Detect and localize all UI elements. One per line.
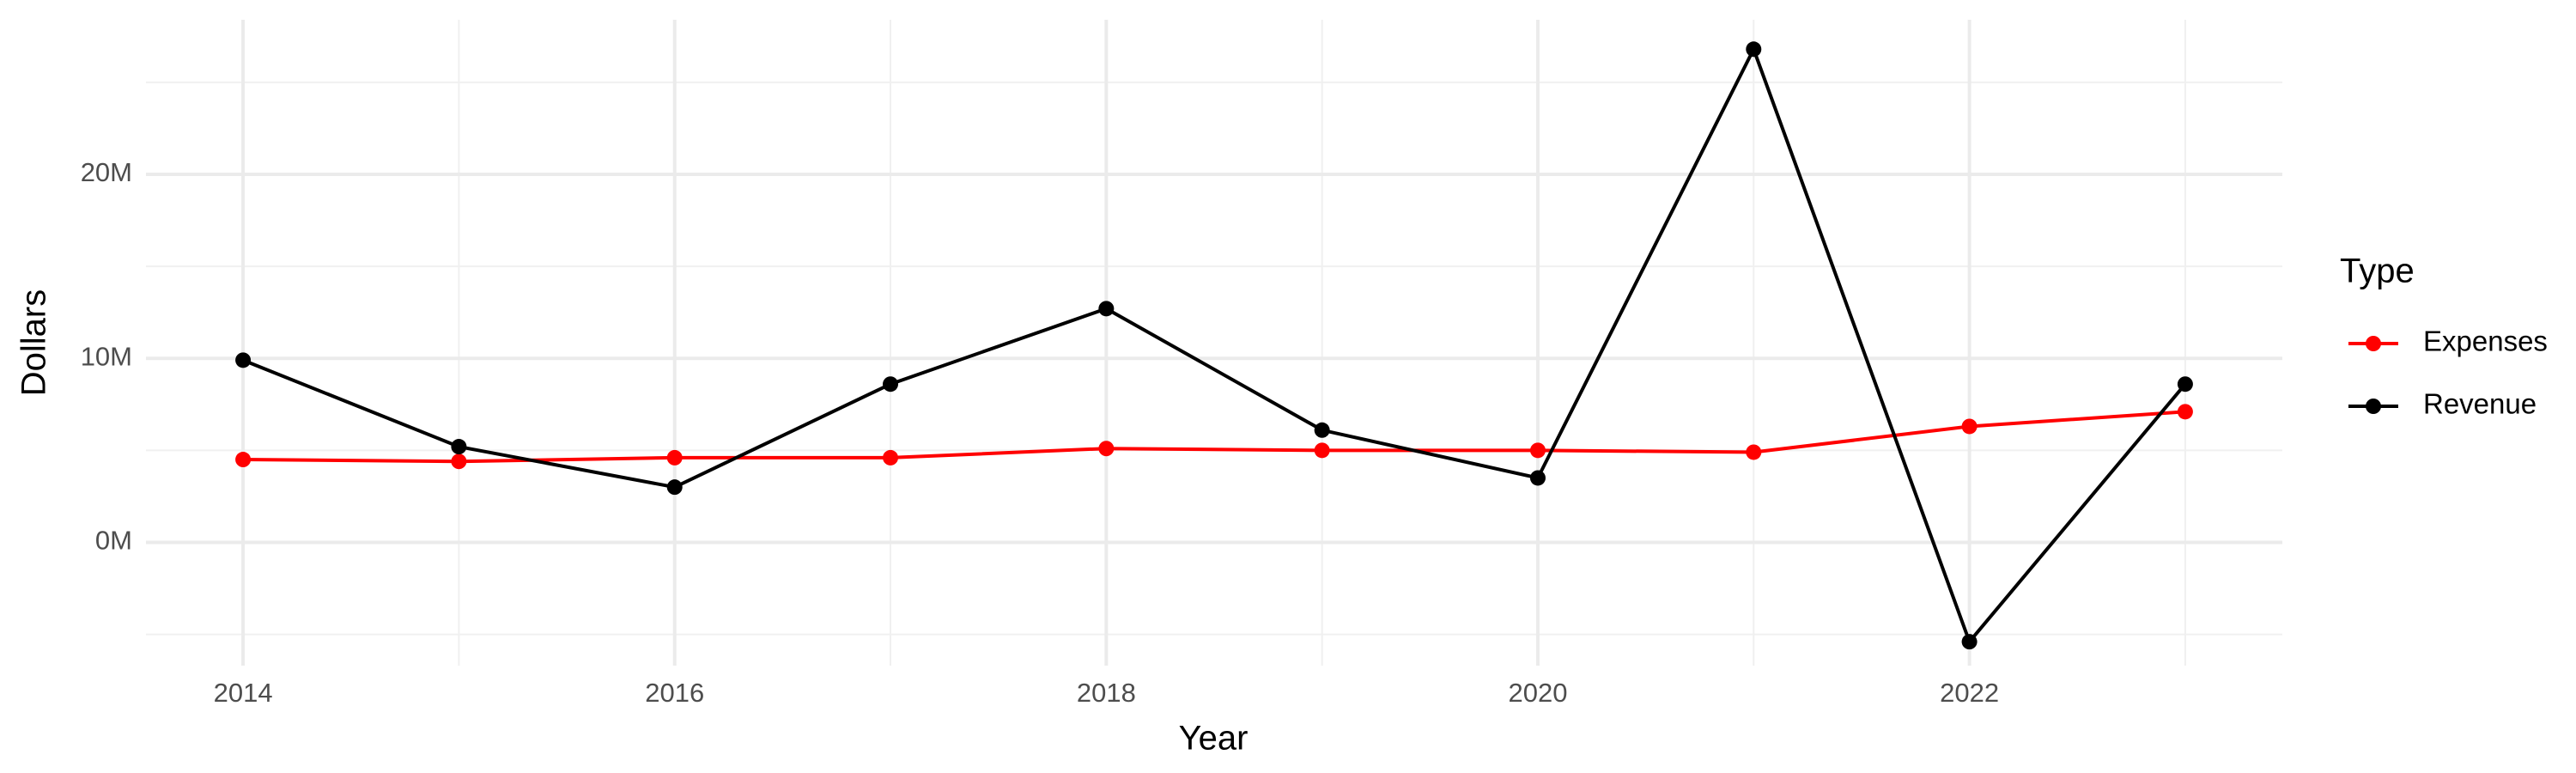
series-line xyxy=(243,410,2186,464)
data-point xyxy=(1746,41,1762,58)
y-tick-label: 20M xyxy=(81,157,132,187)
data-point xyxy=(1746,444,1762,460)
data-point xyxy=(2177,404,2193,420)
x-tick-label: 2014 xyxy=(214,678,273,708)
data-point xyxy=(235,452,252,468)
y-tick-label: 10M xyxy=(81,341,132,371)
data-point xyxy=(1314,422,1330,438)
legend-key-point xyxy=(2366,336,2381,351)
data-point xyxy=(1314,442,1330,459)
x-axis-title: Year xyxy=(1179,720,1249,758)
data-point xyxy=(235,352,252,368)
legend-label: Revenue xyxy=(2423,388,2537,420)
data-point xyxy=(1098,301,1115,317)
x-tick-label: 2020 xyxy=(1508,678,1567,708)
data-point xyxy=(451,439,467,455)
legend-title: Type xyxy=(2340,253,2415,290)
y-axis-title: Dollars xyxy=(15,289,53,396)
data-point xyxy=(666,479,683,496)
data-point xyxy=(883,376,899,393)
data-point xyxy=(1098,441,1115,457)
data-point xyxy=(1529,470,1546,486)
legend-label: Expenses xyxy=(2423,326,2548,357)
legend-key-point xyxy=(2366,399,2381,414)
data-point xyxy=(883,449,899,466)
x-tick-label: 2016 xyxy=(645,678,704,708)
data-point xyxy=(666,449,683,466)
series-line xyxy=(242,45,2187,646)
x-tick-label: 2022 xyxy=(1940,678,1999,708)
data-point xyxy=(1529,442,1546,459)
x-tick-label: 2018 xyxy=(1077,678,1136,708)
data-point xyxy=(1961,418,1978,435)
y-tick-label: 0M xyxy=(95,526,132,556)
data-point xyxy=(1961,634,1978,650)
data-point xyxy=(2177,376,2193,393)
data-point xyxy=(451,453,467,470)
